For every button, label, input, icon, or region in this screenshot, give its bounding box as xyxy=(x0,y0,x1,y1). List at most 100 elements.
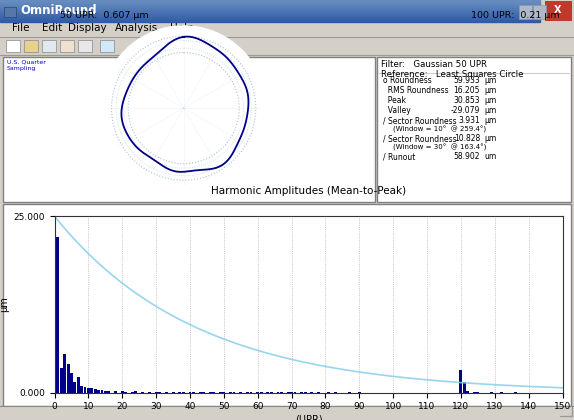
Bar xyxy=(73,382,76,393)
Bar xyxy=(466,391,469,393)
Text: 10.828: 10.828 xyxy=(454,134,480,143)
Bar xyxy=(56,237,59,393)
Text: μm: μm xyxy=(484,106,497,115)
Bar xyxy=(0,3,540,4)
Bar xyxy=(6,40,20,52)
Bar xyxy=(0,2,540,3)
Text: OmniRound: OmniRound xyxy=(20,5,96,18)
Bar xyxy=(42,40,56,52)
Text: / Sector Roundness: / Sector Roundness xyxy=(383,134,457,143)
Bar xyxy=(97,390,100,393)
Bar xyxy=(67,365,69,393)
Bar xyxy=(0,9,540,10)
Bar xyxy=(459,370,463,393)
Bar xyxy=(4,7,16,17)
Text: Help: Help xyxy=(170,23,194,33)
Text: X: X xyxy=(554,5,562,15)
Bar xyxy=(0,1,540,2)
Text: Peak: Peak xyxy=(383,96,406,105)
Bar xyxy=(165,392,168,393)
Bar xyxy=(219,392,222,393)
Text: o Roundness: o Roundness xyxy=(383,76,432,85)
Text: 16.205: 16.205 xyxy=(453,86,480,95)
Bar xyxy=(100,40,114,52)
Bar xyxy=(463,382,466,393)
Bar xyxy=(519,5,532,19)
Text: 59.933: 59.933 xyxy=(453,76,480,85)
Bar xyxy=(158,392,161,393)
Text: 3.931: 3.931 xyxy=(458,116,480,125)
Text: μm: μm xyxy=(484,134,497,143)
Bar xyxy=(100,390,103,393)
Bar xyxy=(134,391,137,393)
Bar xyxy=(77,377,80,393)
Bar xyxy=(0,4,540,5)
Text: μm: μm xyxy=(484,86,497,95)
Bar xyxy=(80,386,83,393)
Text: 100 UPR:  0.21 μm: 100 UPR: 0.21 μm xyxy=(471,11,560,21)
Bar xyxy=(24,40,38,52)
Bar xyxy=(188,392,192,393)
Bar xyxy=(0,0,540,1)
Bar xyxy=(94,389,96,393)
Bar xyxy=(107,391,110,393)
Bar xyxy=(121,391,124,393)
Text: Edit: Edit xyxy=(42,23,62,33)
Text: Valley: Valley xyxy=(383,106,411,115)
Text: / Runout: / Runout xyxy=(383,152,416,161)
Bar xyxy=(60,368,63,393)
Text: Reference:   Least Squares Circle: Reference: Least Squares Circle xyxy=(381,70,523,79)
Bar xyxy=(70,373,73,393)
Bar xyxy=(0,14,540,15)
Bar xyxy=(3,57,375,202)
Bar xyxy=(154,392,158,393)
Bar xyxy=(0,11,540,12)
Text: Filter:   Gaussian 50 UPR: Filter: Gaussian 50 UPR xyxy=(381,60,487,69)
Bar xyxy=(0,7,540,8)
Bar xyxy=(0,37,574,54)
Bar xyxy=(545,1,572,21)
Text: (Window = 30°  @ 163.4°): (Window = 30° @ 163.4°) xyxy=(393,144,486,151)
Bar xyxy=(377,57,571,202)
Text: 50 UPR:  0.607 μm: 50 UPR: 0.607 μm xyxy=(60,11,149,21)
Text: File: File xyxy=(12,23,29,33)
Text: Analysis: Analysis xyxy=(115,23,158,33)
Text: (Window = 10°  @ 259.4°): (Window = 10° @ 259.4°) xyxy=(393,126,486,133)
Bar xyxy=(60,40,74,52)
Bar xyxy=(0,406,574,420)
Bar xyxy=(90,388,93,393)
Text: um: um xyxy=(484,152,497,161)
Text: -29.079: -29.079 xyxy=(451,106,480,115)
Bar xyxy=(0,8,540,9)
Bar xyxy=(212,392,215,393)
Bar xyxy=(199,392,201,393)
Text: RMS Roundness: RMS Roundness xyxy=(383,86,449,95)
X-axis label: (UPR): (UPR) xyxy=(294,414,323,420)
Bar xyxy=(0,6,540,7)
Bar xyxy=(0,20,540,21)
Bar xyxy=(114,391,117,393)
Bar xyxy=(104,391,107,393)
Bar xyxy=(533,5,546,19)
Text: U.S. Quarter
Sampling: U.S. Quarter Sampling xyxy=(7,59,46,71)
Bar xyxy=(0,13,540,14)
Bar xyxy=(0,17,540,18)
Bar xyxy=(141,392,144,393)
Text: μm: μm xyxy=(484,116,497,125)
Bar xyxy=(179,392,181,393)
Text: Display: Display xyxy=(68,23,107,33)
Bar xyxy=(148,391,151,393)
Bar xyxy=(84,387,87,393)
Bar xyxy=(3,204,571,406)
Y-axis label: μm: μm xyxy=(0,297,9,312)
Bar xyxy=(182,392,185,393)
Bar xyxy=(202,392,205,393)
Bar xyxy=(0,20,574,36)
Bar xyxy=(0,18,540,19)
Bar xyxy=(192,392,195,393)
Text: μm: μm xyxy=(484,76,497,85)
Bar xyxy=(0,15,540,16)
Bar xyxy=(78,40,92,52)
Bar xyxy=(232,392,235,393)
Bar xyxy=(124,391,127,393)
